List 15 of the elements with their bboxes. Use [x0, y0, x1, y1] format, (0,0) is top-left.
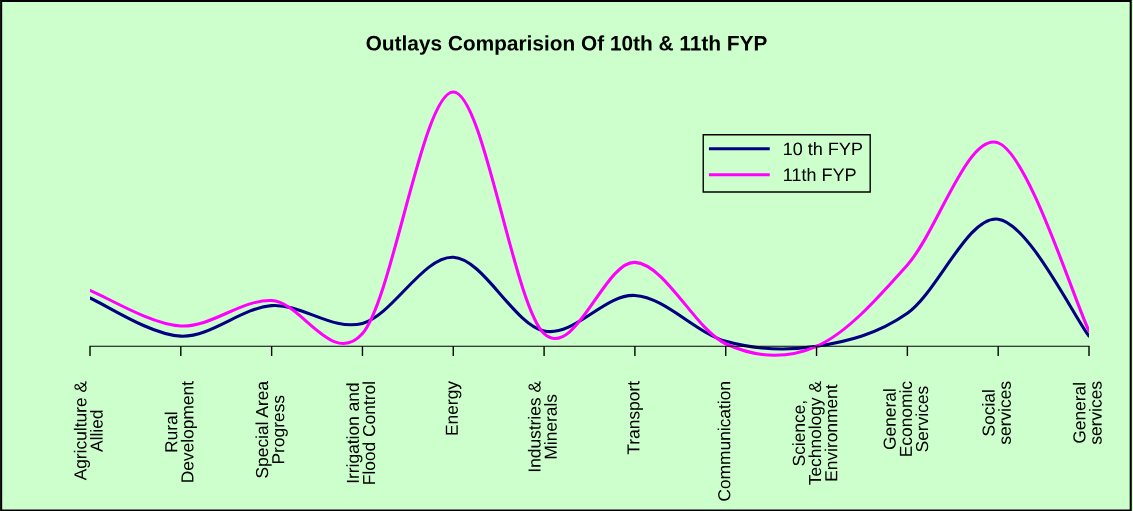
x-tick-label: Special Area Progress [255, 381, 288, 478]
x-tick-label: Communication [717, 382, 731, 501]
chart-title: Outlays Comparision Of 10th & 11th FYP [366, 35, 767, 55]
x-tick-label: Agriculture & Allied [73, 381, 103, 481]
x-tick-label: Transport [627, 381, 643, 455]
x-tick-label: Rural Development [164, 381, 197, 482]
legend-label: 11th FYP [784, 167, 856, 182]
x-tick-label: Irrigation and Flood Control [346, 382, 376, 484]
legend-label: 10 th FYP [784, 142, 863, 156]
x-tick-label: General Economic Services [883, 381, 929, 456]
x-tick-label: Science, Technology & Environment [792, 381, 838, 485]
x-tick-label: Industries & Minerals [527, 381, 557, 472]
x-tick-label: Social services [982, 381, 1011, 445]
x-tick-label: General services [1072, 381, 1102, 445]
x-tick-label: Energy [445, 381, 462, 435]
